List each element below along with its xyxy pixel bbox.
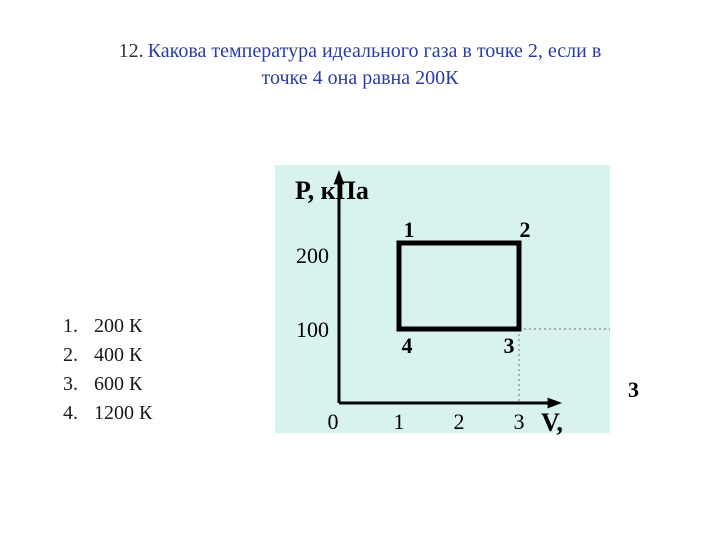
answer-number: 3. xyxy=(60,370,78,399)
svg-text:2: 2 xyxy=(454,409,465,434)
svg-text:200: 200 xyxy=(296,243,329,268)
svg-text:1: 1 xyxy=(394,409,405,434)
question-header: 12. Какова температура идеального газа в… xyxy=(50,38,670,92)
answer-option: 2. 400 К xyxy=(60,341,152,370)
svg-text:3: 3 xyxy=(504,333,515,358)
answer-option: 1. 200 К xyxy=(60,312,152,341)
answer-option: 4. 1200 К xyxy=(60,399,152,428)
svg-text:Р, кПа: Р, кПа xyxy=(295,176,369,205)
pv-diagram-svg: Р, кПа V, 100 200 0 1 2 3 3 1 2 3 4 xyxy=(275,165,645,465)
svg-text:1: 1 xyxy=(404,217,415,242)
answer-label: 600 К xyxy=(94,370,142,399)
answer-label: 1200 К xyxy=(94,399,152,428)
answer-label: 200 К xyxy=(94,312,142,341)
answer-number: 4. xyxy=(60,399,78,428)
svg-text:V,: V, xyxy=(541,408,563,437)
answer-label: 400 К xyxy=(94,341,142,370)
answer-number: 1. xyxy=(60,312,78,341)
svg-text:3: 3 xyxy=(514,409,525,434)
svg-text:0: 0 xyxy=(328,409,339,434)
answer-list: 1. 200 К 2. 400 К 3. 600 К 4. 1200 К xyxy=(60,312,152,428)
question-line-2: точке 4 она равна 200К xyxy=(262,67,459,89)
pv-diagram: Р, кПа V, 100 200 0 1 2 3 3 1 2 3 4 xyxy=(275,165,645,465)
answer-number: 2. xyxy=(60,341,78,370)
answer-option: 3. 600 К xyxy=(60,370,152,399)
question-line-1: Какова температура идеального газа в точ… xyxy=(148,40,602,62)
svg-text:2: 2 xyxy=(520,217,531,242)
svg-text:3: 3 xyxy=(628,377,639,402)
svg-text:100: 100 xyxy=(296,317,329,342)
svg-text:4: 4 xyxy=(402,333,413,358)
question-number: 12. xyxy=(119,40,144,62)
